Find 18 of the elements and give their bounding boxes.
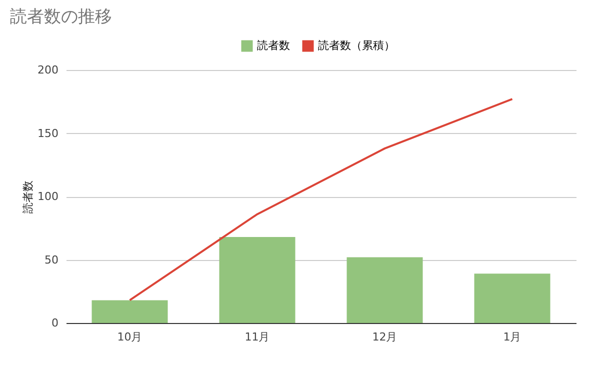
bar: [92, 300, 168, 323]
y-tick-label: 50: [44, 253, 58, 266]
y-axis-title: 読者数: [22, 180, 35, 214]
y-tick-label: 0: [52, 316, 58, 330]
x-tick-label: 1月: [503, 330, 522, 344]
bar: [346, 257, 423, 323]
bar: [219, 236, 296, 323]
chart-title: 読者数の推移: [10, 7, 112, 27]
legend-label: 読者数: [257, 39, 290, 52]
bar: [474, 274, 550, 323]
x-tick-label: 11月: [244, 330, 270, 344]
x-tick-label: 12月: [372, 330, 398, 344]
y-tick-label: 100: [38, 190, 58, 203]
x-tick-label: 10月: [117, 330, 142, 344]
line-series: [128, 98, 514, 302]
legend-label: 読者数（累積）: [318, 39, 395, 52]
y-tick-label: 150: [38, 126, 58, 140]
y-tick-label: 200: [38, 64, 58, 76]
